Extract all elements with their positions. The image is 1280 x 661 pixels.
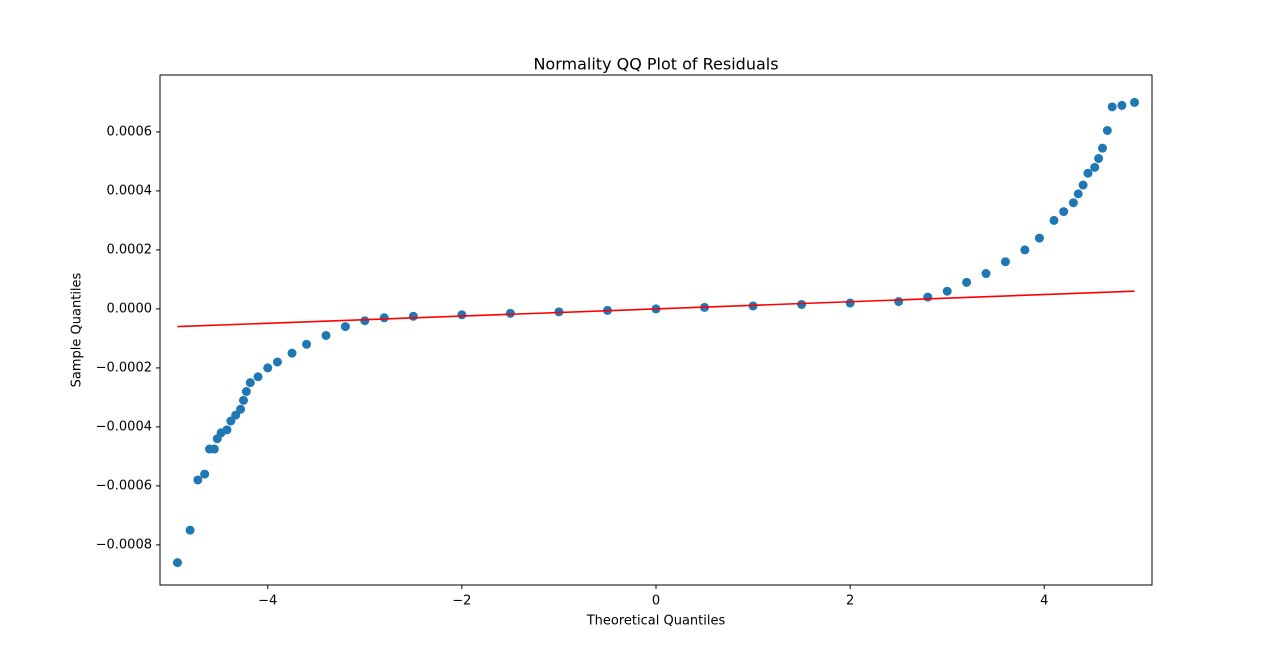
point: [238, 395, 248, 405]
x-tick-label: 0: [652, 594, 660, 609]
point: [1078, 180, 1088, 190]
point: [923, 292, 933, 302]
point: [1130, 97, 1140, 107]
point: [222, 425, 232, 435]
point: [1034, 233, 1044, 243]
point: [1083, 168, 1093, 178]
y-tick-label: 0.0004: [107, 183, 153, 198]
point: [1049, 215, 1059, 225]
y-tick-label: −0.0004: [96, 419, 152, 434]
reference-line: [177, 290, 1135, 328]
point: [193, 475, 203, 485]
y-tick-label: 0.0000: [107, 301, 153, 316]
point: [1102, 125, 1112, 135]
x-tick-label: −2: [452, 594, 471, 609]
y-tick-label: −0.0002: [96, 360, 152, 375]
x-tick-label: 2: [846, 594, 854, 609]
y-tick-label: 0.0002: [107, 242, 153, 257]
point: [797, 299, 807, 309]
point: [505, 308, 515, 318]
point: [1020, 245, 1030, 255]
point: [894, 297, 904, 307]
point: [209, 444, 219, 454]
point: [340, 322, 350, 332]
point: [172, 558, 182, 568]
point: [263, 363, 273, 373]
y-tick-label: −0.0006: [96, 478, 152, 493]
y-tick-label: 0.0006: [107, 124, 153, 139]
point: [1107, 102, 1117, 112]
point: [321, 330, 331, 340]
chart-title: Normality QQ Plot of Residuals: [533, 55, 778, 74]
point: [236, 404, 246, 414]
point: [1059, 207, 1069, 217]
point: [408, 311, 418, 321]
point: [360, 316, 370, 326]
point: [241, 387, 251, 397]
x-tick-label: −4: [258, 594, 277, 609]
point: [302, 339, 312, 349]
point: [981, 269, 991, 279]
point: [942, 286, 952, 296]
point: [200, 469, 210, 479]
x-axis-label: Theoretical Quantiles: [586, 614, 726, 629]
point: [1068, 198, 1078, 208]
point: [287, 348, 297, 358]
point: [272, 357, 282, 367]
point: [845, 298, 855, 308]
plot-frame: [159, 74, 1153, 586]
point: [1117, 100, 1127, 110]
point: [1094, 153, 1104, 163]
point: [962, 277, 972, 287]
point: [379, 313, 389, 323]
y-tick-label: −0.0008: [96, 537, 152, 552]
point: [1000, 257, 1010, 267]
point: [457, 310, 467, 320]
point: [185, 525, 195, 535]
y-axis-label: Sample Quantiles: [70, 272, 85, 387]
point: [1097, 143, 1107, 153]
point: [253, 372, 263, 382]
x-tick-label: 4: [1040, 594, 1048, 609]
point: [245, 378, 255, 388]
point: [1073, 189, 1083, 199]
point: [1090, 162, 1100, 172]
